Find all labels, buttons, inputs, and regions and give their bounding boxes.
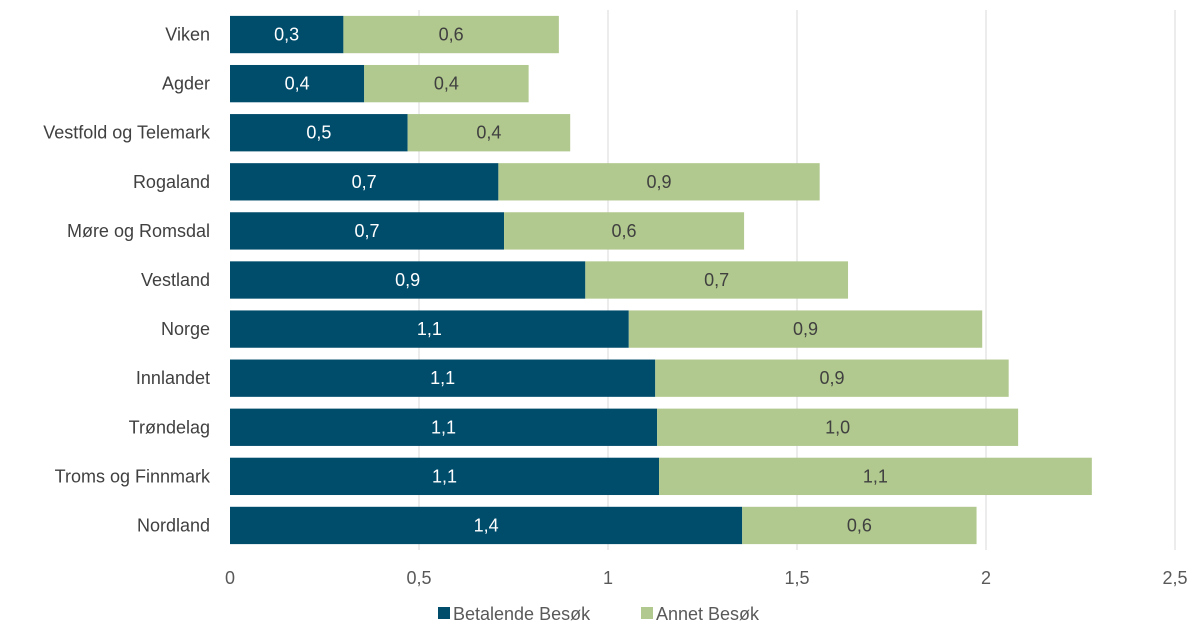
bar-betalende-besok [230,310,629,348]
legend-label-annet-besok: Annet Besøk [656,604,760,624]
data-label: 1,1 [430,368,455,388]
bars [230,15,1092,545]
category-label: Nordland [137,515,210,535]
data-label: 0,9 [819,368,844,388]
legend-swatch-betalende-besok [438,607,450,619]
bar-betalende-besok [230,408,658,446]
bar-betalende-besok [230,64,365,103]
bar-annet-besok [585,261,849,299]
data-label: 1,0 [825,417,850,437]
bar-annet-besok [628,310,983,348]
data-label: 0,7 [352,172,377,192]
bar-annet-besok [657,408,1019,446]
x-tick-label: 0,5 [406,568,431,588]
legend-swatch-annet-besok [641,607,653,619]
data-label: 1,1 [417,319,442,339]
bar-betalende-besok [230,261,586,299]
bar-annet-besok [504,212,745,250]
data-label: 0,3 [274,25,299,45]
x-tick-label: 2,5 [1162,568,1187,588]
bar-betalende-besok [230,163,499,201]
x-tick-label: 1,5 [784,568,809,588]
bar-annet-besok [407,114,571,152]
category-label: Troms og Finnmark [55,466,211,486]
data-label: 0,7 [704,270,729,290]
x-tick-label: 0 [225,568,235,588]
data-label: 0,6 [439,25,464,45]
category-label: Vestland [141,270,210,290]
data-label: 1,1 [431,417,456,437]
data-label: 0,7 [355,221,380,241]
data-label: 0,6 [847,515,872,535]
data-label: 1,4 [474,515,499,535]
data-label: 1,1 [432,466,457,486]
bar-annet-besok [498,163,820,201]
bar-betalende-besok [230,359,656,397]
x-tick-label: 1 [603,568,613,588]
bar-annet-besok [655,359,1009,397]
labels: 0 0,5 1 1,5 2 2,5 Viken 0,3 0,6 Agder 0,4 0,4 Vestfo… [43,25,1187,588]
bar-betalende-besok [230,457,660,496]
bar-betalende-besok [230,506,743,545]
bar-betalende-besok [230,212,505,250]
data-label: 0,9 [395,270,420,290]
category-label: Møre og Romsdal [67,221,210,241]
data-label: 0,5 [306,123,331,143]
bar-annet-besok [659,457,1092,496]
category-label: Rogaland [133,172,210,192]
legend: Betalende Besøk Annet Besøk [438,604,760,624]
bar-annet-besok [742,506,977,545]
category-label: Norge [161,319,210,339]
data-label: 1,1 [863,466,888,486]
data-label: 0,9 [793,319,818,339]
category-label: Agder [162,74,210,94]
data-label: 0,4 [285,74,310,94]
bar-betalende-besok [230,114,408,152]
data-label: 0,9 [647,172,672,192]
x-tick-label: 2 [981,568,991,588]
bar-betalende-besok [230,15,344,54]
category-label: Trøndelag [129,417,210,437]
category-label: Innlandet [136,368,210,388]
bar-annet-besok [364,64,529,103]
data-label: 0,4 [434,74,459,94]
bar-annet-besok [343,15,559,54]
category-label: Viken [165,25,210,45]
data-label: 0,4 [476,123,501,143]
legend-label-betalende-besok: Betalende Besøk [453,604,591,624]
category-label: Vestfold og Telemark [43,123,211,143]
data-label: 0,6 [612,221,637,241]
